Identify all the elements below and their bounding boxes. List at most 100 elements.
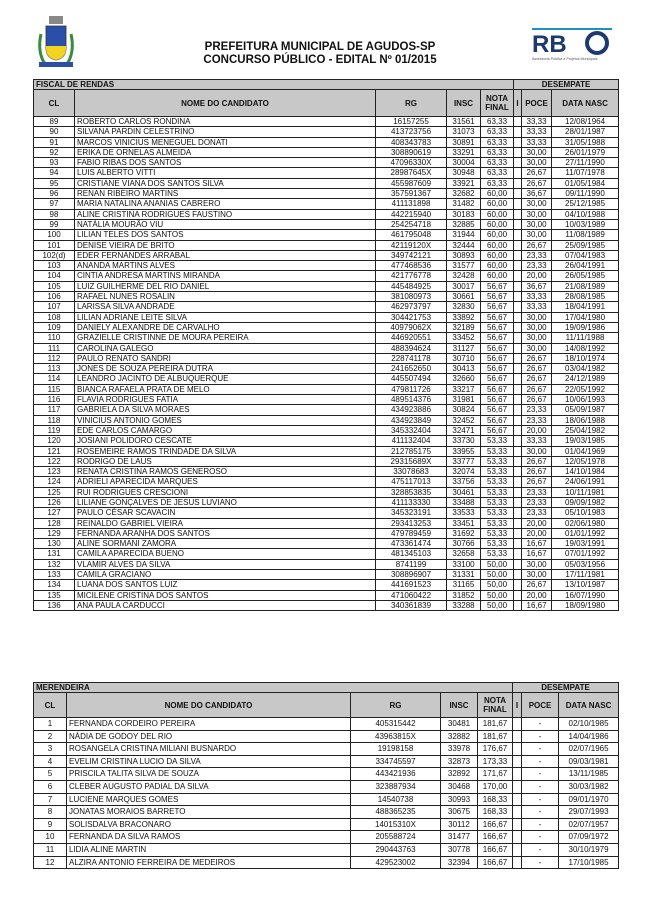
cell-nota: 53,33	[479, 445, 515, 457]
cell-nome: ERIKA DE ORNELAS ALMEIDA	[74, 146, 376, 159]
cell-i	[513, 517, 523, 529]
table-row: 5 PRISCILA TALITA SILVA DE SOUZA 443421936…	[33, 767, 620, 781]
cell-poce: 30,00	[521, 558, 553, 571]
cell-data: 09/11/1990	[551, 188, 620, 200]
cell-rg: 481345103	[375, 548, 447, 560]
table-row: 2 NÁDIA DE GODOY DEL RIO 43963815X 32882 181…	[33, 729, 620, 744]
cell-rg: 445484925	[375, 280, 447, 293]
cell-insc: 33100	[446, 558, 481, 571]
cell-poce: 33,33	[521, 136, 553, 148]
cell-nome: ANANDA MARTINS ALVES	[74, 260, 376, 272]
cell-poce: -	[521, 754, 560, 769]
cell-cl: 121	[33, 445, 75, 457]
cell-nota: 53,33	[479, 435, 515, 447]
cell-poce: 30,00	[521, 569, 553, 581]
cell-data: 09/03/1981	[558, 754, 620, 769]
cell-poce: 26,67	[521, 167, 553, 179]
cell-cl: 126	[33, 496, 75, 509]
cell-data: 02/06/1980	[551, 517, 620, 529]
table-row: 108 LILIAN ADRIANE LEITE SILVA 304421753 33…	[33, 311, 620, 323]
cell-nota: 166,67	[476, 817, 514, 832]
cell-i	[513, 136, 523, 148]
cell-cl: 103	[33, 260, 75, 272]
cell-rg: 14015310X	[350, 817, 441, 832]
cell-data: 11/08/1989	[551, 229, 620, 241]
cell-insc: 32444	[446, 239, 481, 251]
cell-cl: 98	[33, 208, 75, 220]
cell-insc: 30468	[440, 779, 478, 794]
cell-rg: 33078683	[375, 466, 447, 478]
cell-i	[513, 239, 523, 251]
cell-poce: 33,33	[521, 126, 553, 138]
cell-cl: 115	[33, 383, 75, 396]
cell-nome: ANA PAULA CARDUCCI	[74, 599, 376, 612]
cell-rg: 42119120X	[375, 239, 447, 251]
cell-nota: 56,67	[479, 321, 515, 334]
cell-data: 13/10/1987	[551, 579, 620, 591]
cell-insc: 32892	[440, 767, 478, 781]
cell-nome: LUIS ALBERTO VITTI	[74, 167, 376, 179]
cell-data: 07/04/1983	[551, 249, 620, 262]
cell-i	[513, 558, 523, 571]
cell-nome: RUI RODRIGUES CRESCIONI	[74, 486, 376, 498]
cell-nota: 56,67	[479, 394, 515, 406]
cell-nome: PAULO CÉSAR SCAVACIN	[74, 507, 376, 519]
cell-cl: 102(d)	[33, 249, 75, 262]
cell-data: 07/09/1972	[558, 830, 620, 844]
cell-nota: 60,00	[479, 249, 515, 262]
table-row: 116 FLAVIA RODRIGUES FATIA 489514376 31981 5…	[33, 394, 620, 406]
cell-nota: 56,67	[479, 352, 515, 365]
cell-rg: 455987609	[375, 177, 447, 190]
cell-i	[513, 538, 523, 550]
cell-rg: 345323191	[375, 507, 447, 519]
cell-nota: 60,00	[479, 218, 515, 231]
table-row: 11 LIDIA ALINE MARTIN 290443763 30778 166,67…	[33, 842, 620, 857]
cell-insc: 33756	[446, 476, 481, 488]
cell-rg: 475117013	[375, 476, 447, 488]
cell-poce: 26,67	[521, 373, 553, 385]
cell-rg: 479811726	[375, 383, 447, 396]
cell-nome: DANIELY ALEXANDRE DE CARVALHO	[74, 321, 376, 334]
table-row: 92 ERIKA DE ORNELAS ALMEIDA 308890619 33291…	[33, 146, 620, 159]
table-row: 126 LILIANE GONÇALVES DE JESUS LUVIANO 411…	[33, 496, 620, 509]
cell-poce: -	[521, 817, 560, 832]
cell-nome: EVELIM CRISTINA LUCIO DA SILVA	[66, 754, 351, 769]
cell-data: 19/03/1991	[551, 538, 620, 550]
cell-i	[513, 466, 523, 478]
cell-insc: 30766	[446, 538, 481, 550]
cell-nome: LILIAN ADRIANE LEITE SILVA	[74, 311, 376, 323]
table-row: 119 EDE CARLOS CAMARGO 345332404 32471 56,67…	[33, 424, 620, 437]
cell-cl: 106	[33, 291, 75, 303]
table-row: 97 MARIA NATALINA ANANIAS CABRERO 41113189…	[33, 198, 620, 210]
cell-data: 03/04/1982	[551, 363, 620, 375]
cell-poce: 26,67	[521, 363, 553, 375]
cell-data: 24/06/1991	[551, 476, 620, 488]
cell-insc: 32658	[446, 548, 481, 560]
table-row: 99 NATÁLIA MOURÃO VIU 254254718 32885 60,00 3…	[33, 218, 620, 231]
cell-nota: 56,67	[479, 311, 515, 323]
cell-data: 25/12/1985	[551, 198, 620, 210]
cell-nota: 166,67	[476, 855, 514, 870]
cell-rg: 441691523	[375, 579, 447, 591]
cell-nome: LUIZ GUILHERME DEL RIO DANIEL	[74, 280, 376, 293]
cell-i	[513, 414, 523, 426]
cell-i	[513, 301, 523, 313]
cell-insc: 30004	[446, 157, 481, 169]
cell-i	[512, 842, 523, 857]
cell-rg: 411133330	[375, 496, 447, 509]
cell-nota: 63,33	[479, 136, 515, 148]
cell-data: 09/01/1970	[558, 792, 620, 807]
cell-data: 12/08/1964	[551, 115, 620, 128]
cell-nota: 56,67	[479, 332, 515, 344]
cell-cl: 124	[33, 476, 75, 488]
cell-poce: 16,67	[521, 538, 553, 550]
cell-data: 18/10/1974	[551, 352, 620, 365]
cell-poce: 36,67	[521, 188, 553, 200]
cell-nota: 168,33	[476, 792, 514, 807]
table-row: 91 MARCOS VINICIUS MENEGUEL DONATI 4083437…	[33, 136, 620, 148]
cell-insc: 30675	[440, 805, 478, 819]
cell-i	[513, 599, 523, 612]
cell-nota: 171,67	[476, 767, 514, 781]
cell-rg: 308890619	[375, 146, 447, 159]
cell-i	[512, 729, 523, 744]
